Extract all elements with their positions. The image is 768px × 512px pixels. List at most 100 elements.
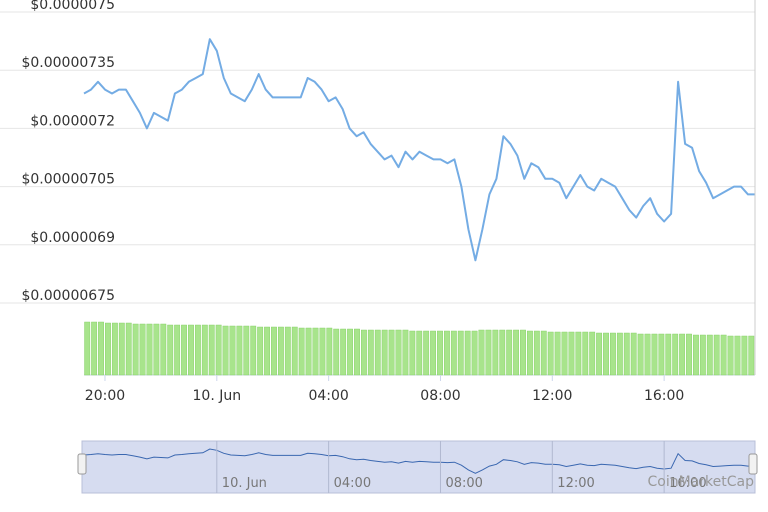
volume-bar — [568, 331, 575, 376]
volume-bar — [208, 324, 215, 376]
volume-bar — [713, 334, 720, 376]
volume-bar — [527, 330, 533, 376]
volume-bar — [277, 326, 284, 376]
volume-bar — [229, 325, 236, 376]
volume-bar — [125, 322, 132, 376]
volume-bar — [672, 333, 679, 376]
volume-bar — [354, 328, 360, 376]
volume-bar — [720, 334, 727, 376]
volume-bar — [271, 326, 277, 376]
x-tick-label: 04:00 — [308, 388, 348, 404]
volume-bar — [374, 329, 381, 376]
volume-bar — [153, 323, 160, 376]
volume-bar — [651, 333, 658, 376]
volume-bar — [575, 331, 582, 376]
volume-bar — [734, 335, 741, 376]
volume-bar — [540, 330, 547, 376]
volume-bar — [610, 332, 616, 376]
volume-bar — [616, 332, 623, 376]
price-line — [83, 38, 755, 262]
navigator-label: 04:00 — [334, 476, 371, 491]
volume-bar — [402, 329, 409, 376]
navigator-label: 08:00 — [445, 476, 482, 491]
volume-bar — [319, 327, 326, 376]
volume-bar — [243, 325, 250, 376]
volume-bar — [111, 322, 118, 376]
volume-bar — [84, 321, 91, 376]
volume-bar — [499, 329, 506, 376]
volume-bar — [665, 333, 672, 376]
volume-bar — [741, 335, 748, 376]
volume-bar — [603, 332, 609, 376]
volume-bar — [506, 329, 513, 376]
volume-bar — [222, 325, 229, 376]
x-tick-label: 12:00 — [532, 388, 572, 404]
navigator-layer: 10. Jun 04:00 08:00 12:00 16:00 — [83, 441, 755, 493]
y-tick-label: $0.0000069 — [30, 230, 115, 246]
watermark: CoinMarketCap — [648, 474, 755, 490]
navigator-handle[interactable] — [748, 453, 758, 475]
x-tick-label: 16:00 — [644, 388, 684, 404]
volume-bar — [693, 334, 699, 376]
volume-bar — [533, 330, 540, 376]
volume-bar — [554, 331, 561, 376]
volume-bar — [561, 331, 568, 376]
volume-bar — [188, 324, 194, 376]
volume-bar — [298, 327, 305, 376]
volume-bar — [257, 326, 264, 376]
x-tick-label: 20:00 — [85, 388, 125, 404]
volume-bar — [215, 324, 222, 376]
volume-bar — [630, 332, 637, 376]
volume-bar — [471, 330, 478, 376]
volume-bar — [748, 335, 755, 376]
volume-bar — [340, 328, 347, 376]
volume-bar — [167, 324, 174, 376]
volume-bar — [582, 331, 589, 376]
volume-bar — [623, 332, 630, 376]
volume-bar — [284, 326, 291, 376]
volume-bar — [437, 330, 443, 376]
volume-bar — [706, 334, 713, 376]
navigator-handle[interactable] — [77, 453, 87, 475]
volume-bar — [312, 327, 319, 376]
volume-bar — [658, 333, 665, 376]
volume-bar — [444, 330, 450, 376]
volume-bar — [174, 324, 181, 376]
volume-bar — [457, 330, 464, 376]
y-tick-label: $0.0000075 — [30, 0, 115, 13]
volume-bar — [478, 329, 485, 376]
y-tick-label: $0.0000072 — [30, 113, 115, 129]
volume-bar — [485, 329, 492, 376]
volume-bar — [679, 333, 686, 376]
volume-bar — [98, 321, 104, 376]
volume-bar — [347, 328, 353, 376]
volume-bar — [637, 333, 644, 376]
navigator-label: 10. Jun — [222, 476, 267, 491]
volume-bar — [492, 329, 499, 376]
volume-bar — [699, 334, 706, 376]
volume-bar — [91, 321, 98, 376]
volume-bar — [291, 326, 298, 376]
volume-bar — [361, 329, 367, 376]
volume-bar — [264, 326, 270, 376]
volume-bar — [236, 325, 243, 376]
navigator-label: 12:00 — [557, 476, 594, 491]
navigator-label: 16:00 — [669, 476, 706, 491]
volume-bar — [644, 333, 651, 376]
navigator-line — [83, 448, 755, 474]
volume-bar — [139, 323, 146, 376]
volume-bar — [381, 329, 388, 376]
volume-bar — [118, 322, 125, 376]
volume-bar — [388, 329, 395, 376]
volume-bar — [450, 330, 457, 376]
y-tick-label: $0.00000675 — [21, 288, 115, 304]
volume-bar — [547, 331, 554, 376]
volume-bar — [333, 328, 340, 376]
volume-bar — [727, 335, 734, 376]
volume-bar — [596, 332, 603, 376]
volume-bar — [686, 333, 692, 376]
volume-bar — [513, 329, 520, 376]
